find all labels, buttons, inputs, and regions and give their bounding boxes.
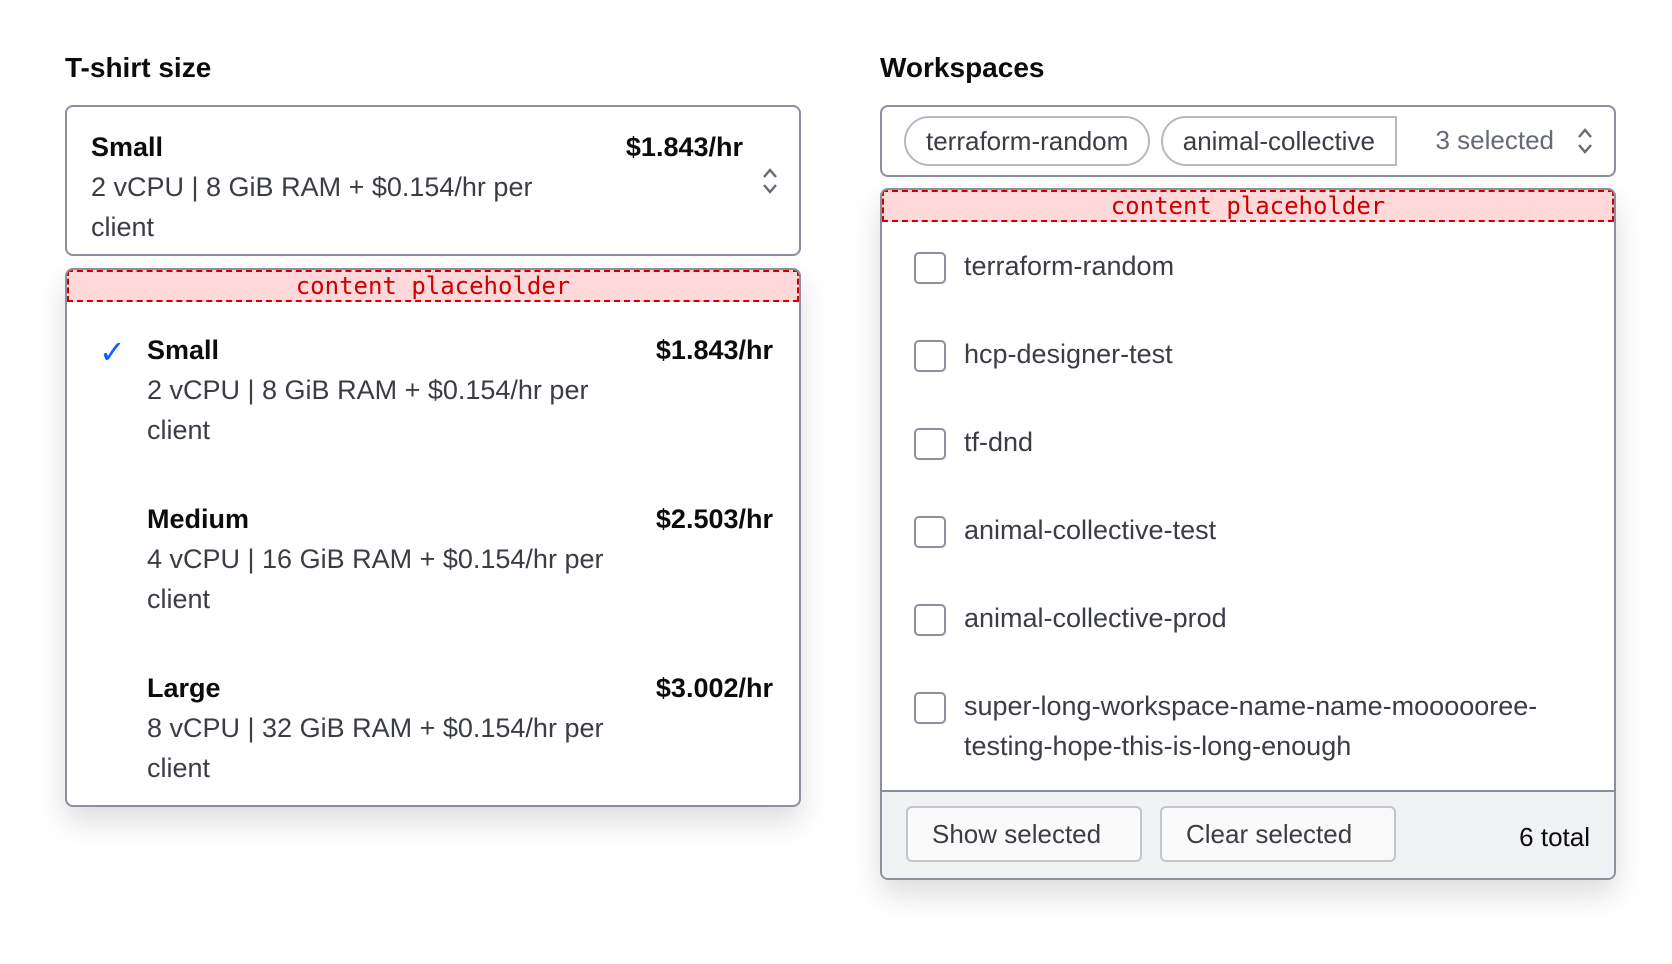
workspace-item[interactable]: animal-collective-prod bbox=[882, 574, 1614, 662]
workspace-name: hcp-designer-test bbox=[964, 339, 1173, 369]
option-desc: 8 vCPU | 32 GiB RAM + $0.154/hr per clie… bbox=[147, 713, 604, 783]
clear-selected-button[interactable]: Clear selected bbox=[1160, 806, 1396, 862]
option-price: $3.002/hr bbox=[655, 673, 773, 703]
workspace-name: animal-collective-test bbox=[964, 515, 1217, 545]
workspace-item[interactable]: terraform-random bbox=[882, 222, 1614, 310]
dropdown-footer: Show selected Clear selected 6 total bbox=[882, 790, 1614, 878]
option-desc: 4 vCPU | 16 GiB RAM + $0.154/hr per clie… bbox=[147, 544, 604, 614]
chevron-up-down-icon bbox=[1578, 128, 1592, 154]
option-name: Medium bbox=[147, 504, 250, 534]
checkbox[interactable] bbox=[914, 340, 946, 372]
checkbox[interactable] bbox=[914, 428, 946, 460]
workspaces-select[interactable]: terraform-random animal-collective 3 sel… bbox=[880, 105, 1616, 177]
tshirt-size-dropdown: content placeholder ✓ Small $1.843/hr 2 … bbox=[65, 268, 801, 807]
workspaces-dropdown: content placeholder terraform-random hcp… bbox=[880, 188, 1616, 880]
workspace-name: super-long-workspace-name-name-moooooree… bbox=[964, 691, 1538, 761]
content-placeholder: content placeholder bbox=[882, 190, 1614, 222]
workspaces-label: Workspaces bbox=[880, 52, 1045, 83]
workspace-name: terraform-random bbox=[964, 251, 1175, 281]
check-icon: ✓ bbox=[99, 334, 126, 370]
option-name: Large bbox=[147, 673, 221, 703]
workspace-item[interactable]: hcp-designer-test bbox=[882, 310, 1614, 398]
workspace-item[interactable]: animal-collective-test bbox=[882, 486, 1614, 574]
tshirt-size-select[interactable]: Small $1.843/hr 2 vCPU | 8 GiB RAM + $0.… bbox=[65, 105, 801, 256]
total-count: 6 total bbox=[1519, 822, 1590, 852]
content-placeholder: content placeholder bbox=[67, 270, 799, 302]
tshirt-size-label: T-shirt size bbox=[65, 52, 212, 83]
option-medium[interactable]: Medium $2.503/hr 4 vCPU | 16 GiB RAM + $… bbox=[67, 471, 799, 640]
checkbox[interactable] bbox=[914, 604, 946, 636]
chevron-up-down-icon bbox=[763, 168, 777, 194]
checkbox[interactable] bbox=[914, 252, 946, 284]
checkbox[interactable] bbox=[914, 516, 946, 548]
option-price: $2.503/hr bbox=[655, 504, 773, 534]
workspace-name: animal-collective-prod bbox=[964, 603, 1227, 633]
selected-count: 3 selected bbox=[1435, 125, 1554, 155]
selected-name: Small bbox=[91, 132, 164, 162]
option-price: $1.843/hr bbox=[655, 335, 773, 365]
pill-animal-collective[interactable]: animal-collective bbox=[1160, 116, 1397, 166]
option-desc: 2 vCPU | 8 GiB RAM + $0.154/hr per clien… bbox=[147, 375, 589, 445]
workspace-item[interactable]: super-long-workspace-name-name-moooooree… bbox=[882, 662, 1614, 792]
pill-terraform-random[interactable]: terraform-random bbox=[904, 116, 1151, 166]
show-selected-button[interactable]: Show selected bbox=[906, 806, 1142, 862]
option-small[interactable]: ✓ Small $1.843/hr 2 vCPU | 8 GiB RAM + $… bbox=[67, 302, 799, 471]
selected-desc: 2 vCPU | 8 GiB RAM + $0.154/hr per clien… bbox=[91, 172, 533, 242]
option-name: Small bbox=[147, 335, 220, 365]
checkbox[interactable] bbox=[914, 692, 946, 724]
selected-price: $1.843/hr bbox=[625, 132, 743, 162]
workspace-name: tf-dnd bbox=[964, 427, 1034, 457]
workspace-item[interactable]: tf-dnd bbox=[882, 398, 1614, 486]
option-large[interactable]: Large $3.002/hr 8 vCPU | 32 GiB RAM + $0… bbox=[67, 640, 799, 805]
